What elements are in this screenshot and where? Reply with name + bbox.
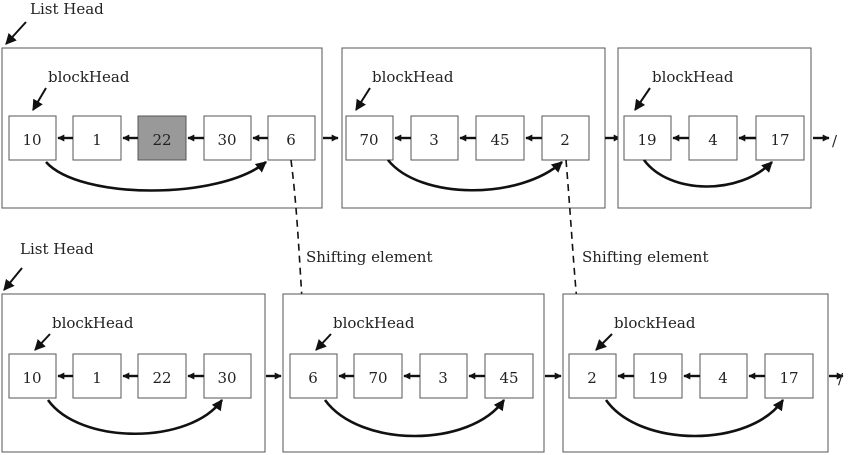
- shift-label-1: Shifting element: [306, 248, 432, 266]
- top-b1-cell-2-value: 1: [92, 131, 102, 149]
- top-b1-curve-arrow: [45, 160, 267, 192]
- top-b2-cell-3-value: 45: [490, 131, 509, 149]
- bottom-b3-cell-1: [568, 353, 617, 399]
- top-list-head-arrow: [5, 21, 27, 45]
- top-b3-cell-3-value: 17: [770, 131, 789, 149]
- top-b1-cell-5: [267, 115, 316, 161]
- shift-label-2: Shifting element: [582, 248, 708, 266]
- bottom-block-1-label: blockHead: [52, 314, 134, 332]
- bottom-b3-cell-1-value: 2: [587, 369, 597, 387]
- top-b2-cell-2-value: 3: [429, 131, 439, 149]
- top-b3-cell-2-value: 4: [708, 131, 718, 149]
- bottom-b1-cell-3: [137, 353, 187, 399]
- bottom-b3-cell-3-value: 4: [718, 369, 728, 387]
- top-b2-cell-4: [541, 115, 590, 161]
- top-b2-cell-4-value: 2: [560, 131, 570, 149]
- bottom-b2-cell-1: [289, 353, 338, 399]
- bottom-b1-cell-4-value: 30: [217, 369, 236, 387]
- bottom-b1-cell-3-value: 22: [152, 369, 171, 387]
- bottom-b2-curve-arrow: [323, 399, 506, 438]
- bottom-block-3-label: blockHead: [614, 314, 696, 332]
- bottom-b1-cell-4: [203, 353, 252, 399]
- top-b1-cell-1-value: 10: [22, 131, 41, 149]
- top-block-1-head-arrow: [32, 87, 47, 111]
- top-terminator: /: [832, 132, 838, 150]
- top-b3-cell-1-value: 19: [637, 131, 656, 149]
- bottom-terminator: /: [838, 370, 844, 388]
- bottom-block-2-label: blockHead: [333, 314, 415, 332]
- bottom-b2-cell-4: [484, 353, 534, 399]
- top-b1-cell-3-highlighted: [137, 115, 187, 161]
- bottom-b1-cell-2: [72, 353, 122, 399]
- top-b3-cell-2: [688, 115, 738, 161]
- top-list-head-label: List Head: [30, 0, 104, 18]
- top-b3-cell-1: [623, 115, 672, 161]
- top-b2-cell-1: [345, 115, 394, 161]
- bottom-block-2-head-arrow: [315, 333, 332, 351]
- bottom-list-head-label: List Head: [20, 240, 94, 258]
- top-b1-cell-3-value: 22: [152, 131, 171, 149]
- top-block-2-head-arrow: [355, 87, 371, 111]
- bottom-list-head-arrow: [3, 267, 23, 291]
- top-b1-cell-1: [8, 115, 57, 161]
- top-b1-cell-5-value: 6: [286, 131, 296, 149]
- top-b2-curve-arrow: [386, 159, 563, 192]
- bottom-b1-cell-1: [8, 353, 57, 399]
- bottom-b3-cell-2-value: 19: [648, 369, 667, 387]
- top-block-2-label: blockHead: [372, 68, 454, 86]
- top-b2-cell-1-value: 70: [359, 131, 378, 149]
- bottom-b1-curve-arrow: [46, 399, 224, 435]
- bottom-b3-cell-4: [764, 353, 814, 399]
- bottom-b2-cell-4-value: 45: [499, 369, 518, 387]
- top-b1-cell-4-value: 30: [217, 131, 236, 149]
- bottom-b1-cell-2-value: 1: [92, 369, 102, 387]
- top-block-3-label: blockHead: [652, 68, 734, 86]
- top-block-3-head-arrow: [634, 87, 651, 111]
- bottom-b2-cell-3-value: 3: [438, 369, 448, 387]
- bottom-b3-cell-3: [699, 353, 748, 399]
- bottom-b2-cell-1-value: 6: [308, 369, 318, 387]
- bottom-b2-cell-2-value: 70: [368, 369, 387, 387]
- top-b1-cell-2: [72, 115, 122, 161]
- top-b3-cell-3: [755, 115, 805, 161]
- bottom-b1-cell-1-value: 10: [22, 369, 41, 387]
- top-block-1-label: blockHead: [48, 68, 130, 86]
- bottom-b3-cell-4-value: 17: [779, 369, 798, 387]
- top-b2-cell-3: [475, 115, 525, 161]
- top-b2-cell-2: [410, 115, 459, 161]
- top-b3-curve-arrow: [642, 159, 773, 188]
- bottom-block-3-head-arrow: [595, 333, 613, 351]
- bottom-block-1-head-arrow: [34, 333, 51, 351]
- bottom-b2-cell-2: [353, 353, 403, 399]
- bottom-b3-curve-arrow: [604, 399, 785, 438]
